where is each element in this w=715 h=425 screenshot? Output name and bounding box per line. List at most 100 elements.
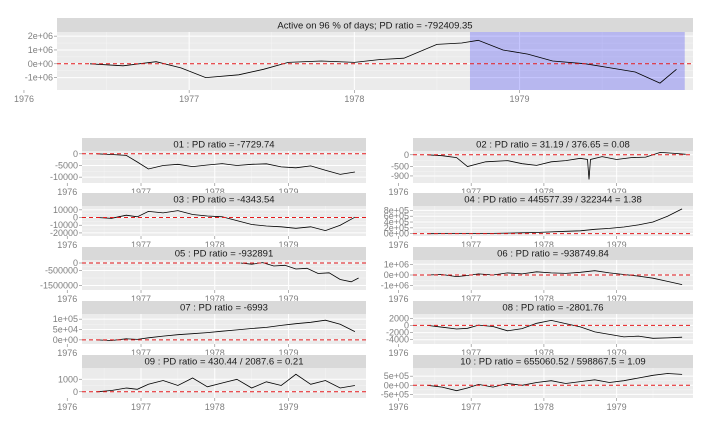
panel-strip (413, 193, 693, 206)
x-tick-label: 1977 (461, 240, 481, 250)
panel-strip (82, 193, 366, 206)
x-tick-label: 1979 (279, 294, 299, 304)
y-tick-label: 2000 (389, 313, 409, 323)
facet-panel-5: 05 : PD ratio = -932891 0-500000 -1500000 1… (40, 247, 366, 304)
x-tick-label: 1979 (279, 348, 299, 358)
series-line (96, 210, 356, 232)
x-tick-label: 1977 (461, 348, 481, 358)
y-tick-label: 0e+00 (28, 59, 53, 69)
y-tick-label: -500 (391, 162, 409, 172)
y-tick-label: -10000 (50, 172, 78, 182)
x-tick-label: 1979 (279, 187, 299, 197)
series-line (427, 373, 683, 392)
x-tick-label: 1979 (607, 240, 627, 250)
y-tick-label: 1e+05 (53, 314, 78, 324)
x-tick-label: 1977 (179, 94, 199, 104)
facet-panel-9: 09 : PD ratio = 430.44 / 2087.6 = 0.21 10… (57, 355, 366, 412)
panel-title: 07 : PD ratio = -6993 (180, 303, 268, 314)
x-tick-label: 1977 (461, 294, 481, 304)
panel-title: 05 : PD ratio = -932891 (175, 249, 274, 260)
panel-strip (413, 138, 693, 151)
panel-strip (82, 138, 366, 151)
panel-strip (57, 18, 693, 32)
panel-strip (413, 247, 693, 260)
facet-panel-10: 10 : PD ratio = 655060.52 / 598867.5 = 1… (381, 355, 693, 412)
x-tick-label: 1976 (388, 348, 408, 358)
x-tick-label: 1978 (205, 402, 225, 412)
series-line (96, 319, 356, 341)
panel-strip (82, 247, 366, 260)
x-tick-label: 1979 (279, 240, 299, 250)
x-tick-label: 1979 (279, 402, 299, 412)
x-tick-label: 1976 (57, 294, 77, 304)
series-line (427, 319, 683, 339)
x-tick-label: 1978 (205, 294, 225, 304)
series-line (427, 151, 686, 180)
panel-title: 02 : PD ratio = 31.19 / 376.65 = 0.08 (476, 140, 630, 151)
x-tick-label: 1976 (388, 294, 408, 304)
series-line (427, 270, 683, 285)
y-tick-label: -500000 (45, 266, 78, 276)
y-tick-label: -5000 (55, 160, 78, 170)
y-tick-label: -10000 (50, 220, 78, 230)
panel-title: 03 : PD ratio = -4343.54 (173, 195, 274, 206)
y-tick-label: 0 (73, 258, 78, 268)
x-tick-label: 1977 (131, 240, 151, 250)
y-tick-label: 0e+00 (384, 229, 409, 239)
x-tick-label: 1976 (14, 94, 34, 104)
facet-panel-1: 01 : PD ratio = -7729.74 0-5000 -10000 1976… (50, 138, 366, 197)
facet-panel-3: 03 : PD ratio = -4343.54 100000-10000-200… (50, 193, 366, 250)
y-tick-label: 0 (404, 150, 409, 160)
panel-title: 09 : PD ratio = 430.44 / 2087.6 = 0.21 (145, 357, 304, 368)
x-tick-label: 1976 (388, 240, 408, 250)
panel-background (413, 368, 693, 398)
x-tick-label: 1977 (131, 348, 151, 358)
x-tick-label: 1977 (131, 402, 151, 412)
x-tick-label: 1979 (607, 187, 627, 197)
y-tick-label: 0 (73, 213, 78, 223)
x-tick-label: 1977 (131, 187, 151, 197)
y-tick-label: 5e+05 (384, 371, 409, 381)
y-tick-label: 0 (73, 387, 78, 397)
y-tick-label: -900 (391, 171, 409, 181)
x-tick-label: 1976 (57, 187, 77, 197)
facet-panel-0: Active on 96 % of days; PD ratio = -7924… (14, 18, 693, 104)
x-tick-label: 1978 (534, 240, 554, 250)
series-line (427, 208, 683, 235)
x-tick-label: 1976 (388, 402, 408, 412)
x-tick-label: 1978 (534, 402, 554, 412)
x-tick-label: 1977 (131, 294, 151, 304)
panel-title: 01 : PD ratio = -7729.74 (173, 140, 274, 151)
panel-background (82, 368, 366, 398)
y-tick-label: 1e+06 (28, 45, 53, 55)
facet-panel-6: 06 : PD ratio = -938749.84 1e+060e+00-1e+… (381, 247, 693, 304)
x-tick-label: 1978 (205, 187, 225, 197)
y-tick-label: 10000 (53, 205, 78, 215)
series-line (96, 153, 355, 175)
x-tick-label: 1978 (534, 294, 554, 304)
y-tick-label: -4000 (386, 335, 409, 345)
panel-title: Active on 96 % of days; PD ratio = -7924… (277, 21, 472, 32)
facet-panel-2: 02 : PD ratio = 31.19 / 376.65 = 0.08 0 -5… (388, 138, 693, 197)
y-tick-label: -20000 (50, 228, 78, 238)
y-tick-label: 2e+05 (384, 223, 409, 233)
y-tick-label: 5e+04 (53, 325, 78, 335)
y-tick-label: -1500000 (40, 281, 78, 291)
panel-title: 08 : PD ratio = -2801.76 (502, 303, 603, 314)
x-tick-label: 1978 (534, 348, 554, 358)
y-tick-label: -2000 (386, 328, 409, 338)
x-tick-label: 1979 (607, 294, 627, 304)
facet-panel-8: 08 : PD ratio = -2801.76 20000-2000-4000 1… (386, 301, 693, 358)
y-tick-label: -1e+06 (381, 281, 409, 291)
y-tick-label: 2e+06 (28, 31, 53, 41)
panel-strip (413, 355, 693, 368)
y-tick-label: 0 (73, 149, 78, 159)
panel-strip (82, 301, 366, 314)
panel-strip (82, 355, 366, 368)
y-tick-label: 6e+05 (384, 211, 409, 221)
y-tick-label: -1e+06 (25, 73, 53, 83)
x-tick-label: 1977 (461, 402, 481, 412)
y-tick-label: 1000 (58, 374, 78, 384)
